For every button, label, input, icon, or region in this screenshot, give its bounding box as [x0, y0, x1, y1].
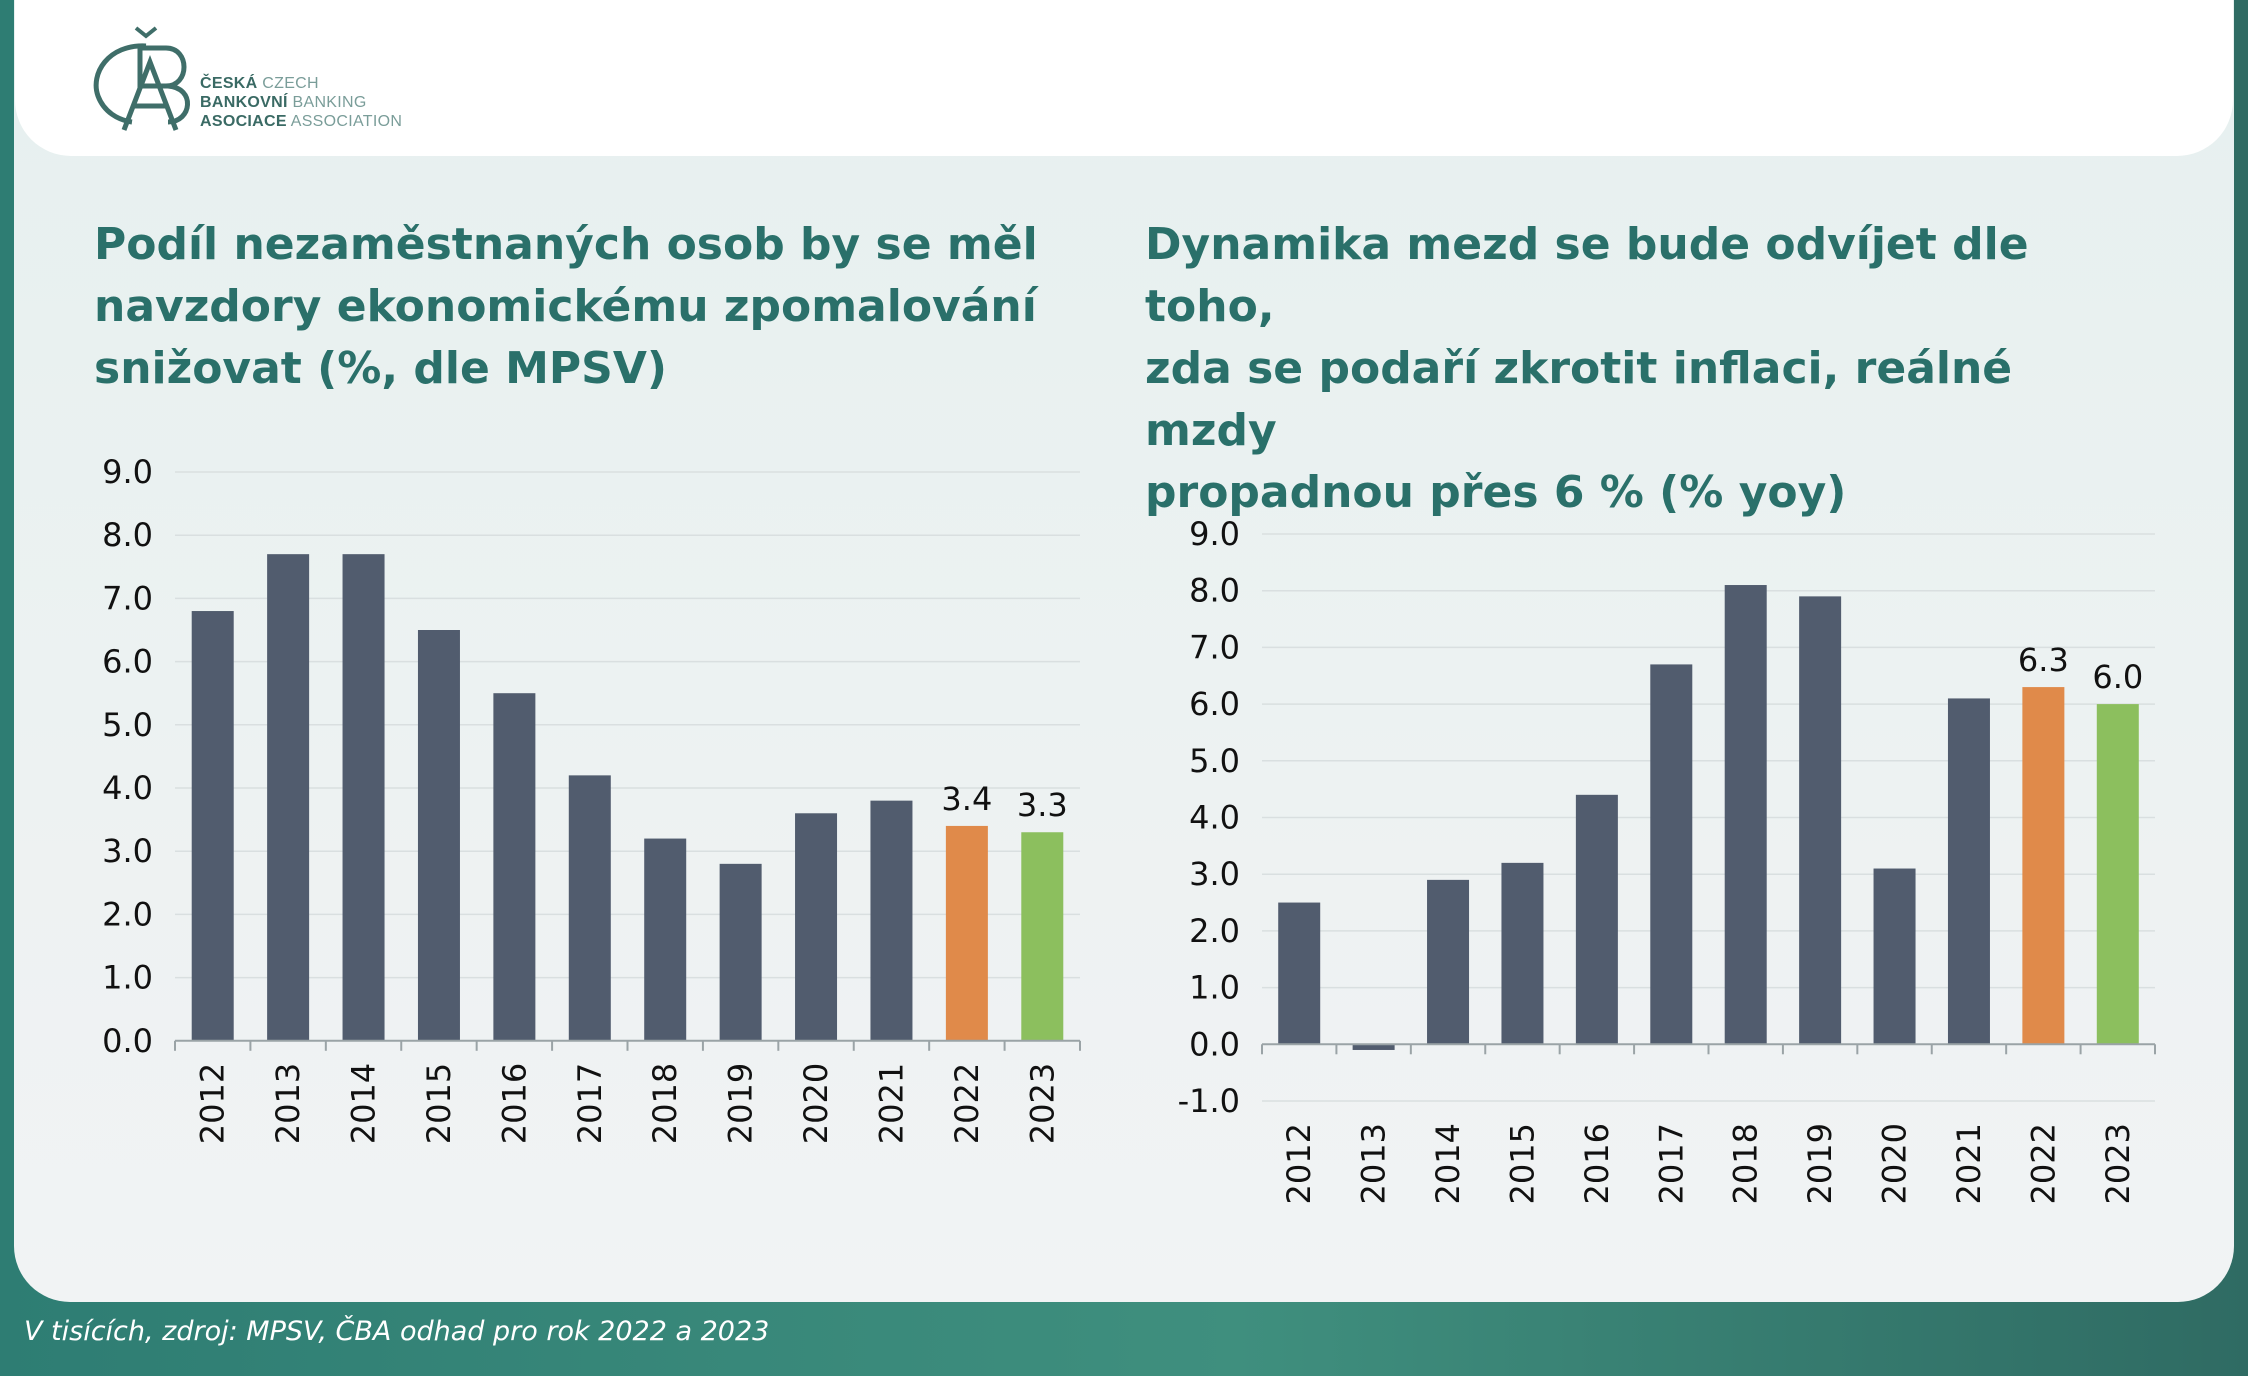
- y-tick-label: 6.0: [102, 643, 153, 681]
- bar-2014: [342, 554, 385, 1041]
- bar-2018: [1724, 585, 1767, 1045]
- bar-2020: [795, 813, 838, 1041]
- x-tick-label: 2023: [1023, 1063, 1061, 1144]
- bar-2019: [1799, 596, 1842, 1045]
- y-tick-label: 5.0: [1189, 742, 1240, 780]
- bar-2023: [1021, 832, 1064, 1041]
- bar-2021: [870, 800, 913, 1041]
- y-tick-label: 5.0: [102, 706, 153, 744]
- y-tick-label: 1.0: [102, 959, 153, 997]
- bar-2017: [568, 775, 611, 1041]
- bar-2022: [945, 825, 988, 1041]
- data-label-2023: 6.0: [2092, 658, 2143, 696]
- x-tick-label: 2021: [1950, 1123, 1988, 1204]
- logo-wordmark: ČESKÁ CZECH BANKOVNÍ BANKING ASOCIACE AS…: [200, 75, 403, 130]
- data-label-2023: 3.3: [1017, 786, 1068, 824]
- x-tick-label: 2017: [1652, 1123, 1690, 1204]
- y-tick-label: 6.0: [1189, 685, 1240, 723]
- bar-2013: [267, 554, 310, 1041]
- header-bar: [15, 0, 2233, 156]
- data-label-2022: 3.4: [941, 780, 992, 818]
- y-tick-label: -1.0: [1178, 1082, 1240, 1120]
- data-label-2022: 6.3: [2018, 641, 2069, 679]
- y-tick-label: 2.0: [102, 895, 153, 933]
- y-tick-label: 3.0: [102, 832, 153, 870]
- bar-2019: [719, 863, 762, 1041]
- source-note: V tisících, zdroj: MPSV, ČBA odhad pro r…: [24, 1316, 770, 1347]
- y-tick-label: 0.0: [1189, 1025, 1240, 1063]
- y-tick-label: 8.0: [102, 516, 153, 554]
- x-tick-label: 2021: [872, 1063, 910, 1144]
- bar-2020: [1873, 868, 1916, 1045]
- x-tick-label: 2022: [2024, 1123, 2062, 1204]
- unemployment-chart: 0.0 1.0 2.0 3.0 4.0 5.0 6.0 7.0 8.0 9.0 2012 2013 20…: [102, 453, 1081, 1144]
- x-tick-label: 2019: [722, 1063, 760, 1144]
- y-tick-label: 7.0: [102, 579, 153, 617]
- x-tick-label: 2013: [269, 1063, 307, 1144]
- x-tick-label: 2013: [1355, 1123, 1393, 1204]
- y-tick-label: 7.0: [1189, 628, 1240, 666]
- y-tick-label: 0.0: [102, 1022, 153, 1060]
- x-tick-label: 2020: [1876, 1123, 1914, 1204]
- bar-2016: [1575, 794, 1618, 1045]
- y-tick-label: 8.0: [1189, 572, 1240, 610]
- bar-2014: [1427, 879, 1470, 1045]
- y-tick-label: 4.0: [102, 769, 153, 807]
- bar-2013: [1352, 1044, 1395, 1050]
- y-tick-label: 9.0: [102, 453, 153, 491]
- x-tick-label: 2018: [646, 1063, 684, 1144]
- y-tick-label: 4.0: [1189, 799, 1240, 837]
- x-tick-label: 2014: [1429, 1123, 1467, 1204]
- y-tick-label: 1.0: [1189, 969, 1240, 1007]
- x-tick-label: 2017: [571, 1063, 609, 1144]
- bar-2012: [1278, 902, 1321, 1045]
- cba-logo-icon: [93, 26, 190, 131]
- bar-2015: [417, 630, 460, 1041]
- x-tick-label: 2019: [1801, 1123, 1839, 1204]
- chart-title-wages: Dynamika mezd se bude odvíjet dle toho, …: [1145, 219, 2029, 518]
- x-tick-label: 2016: [1578, 1123, 1616, 1204]
- x-tick-label: 2020: [797, 1063, 835, 1144]
- wage-growth-chart: -1.0 0.0 1.0 2.0 3.0 4.0 5.0 6.0 7.0 8.0 9.0 2012 20…: [1178, 515, 2156, 1204]
- x-tick-label: 2015: [420, 1063, 458, 1144]
- x-tick-label: 2022: [948, 1063, 986, 1144]
- x-tick-label: 2023: [2099, 1123, 2137, 1204]
- bar-2021: [1947, 698, 1990, 1045]
- chart-title-unemployment: Podíl nezaměstnaných osob by se měl navz…: [94, 219, 1038, 394]
- y-tick-label: 3.0: [1189, 855, 1240, 893]
- x-tick-label: 2014: [345, 1063, 383, 1144]
- bar-2017: [1650, 664, 1693, 1045]
- x-tick-label: 2012: [1280, 1123, 1318, 1204]
- bar-2023: [2096, 704, 2139, 1045]
- x-tick-label: 2015: [1503, 1123, 1541, 1204]
- bar-2022: [2022, 687, 2065, 1045]
- x-tick-label: 2016: [495, 1063, 533, 1144]
- bar-2016: [493, 693, 536, 1041]
- bar-2015: [1501, 862, 1544, 1045]
- bar-2018: [644, 838, 687, 1041]
- y-tick-label: 9.0: [1189, 515, 1240, 553]
- y-tick-label: 2.0: [1189, 912, 1240, 950]
- bar-2012: [191, 611, 234, 1041]
- x-tick-label: 2018: [1727, 1123, 1765, 1204]
- x-tick-label: 2012: [194, 1063, 232, 1144]
